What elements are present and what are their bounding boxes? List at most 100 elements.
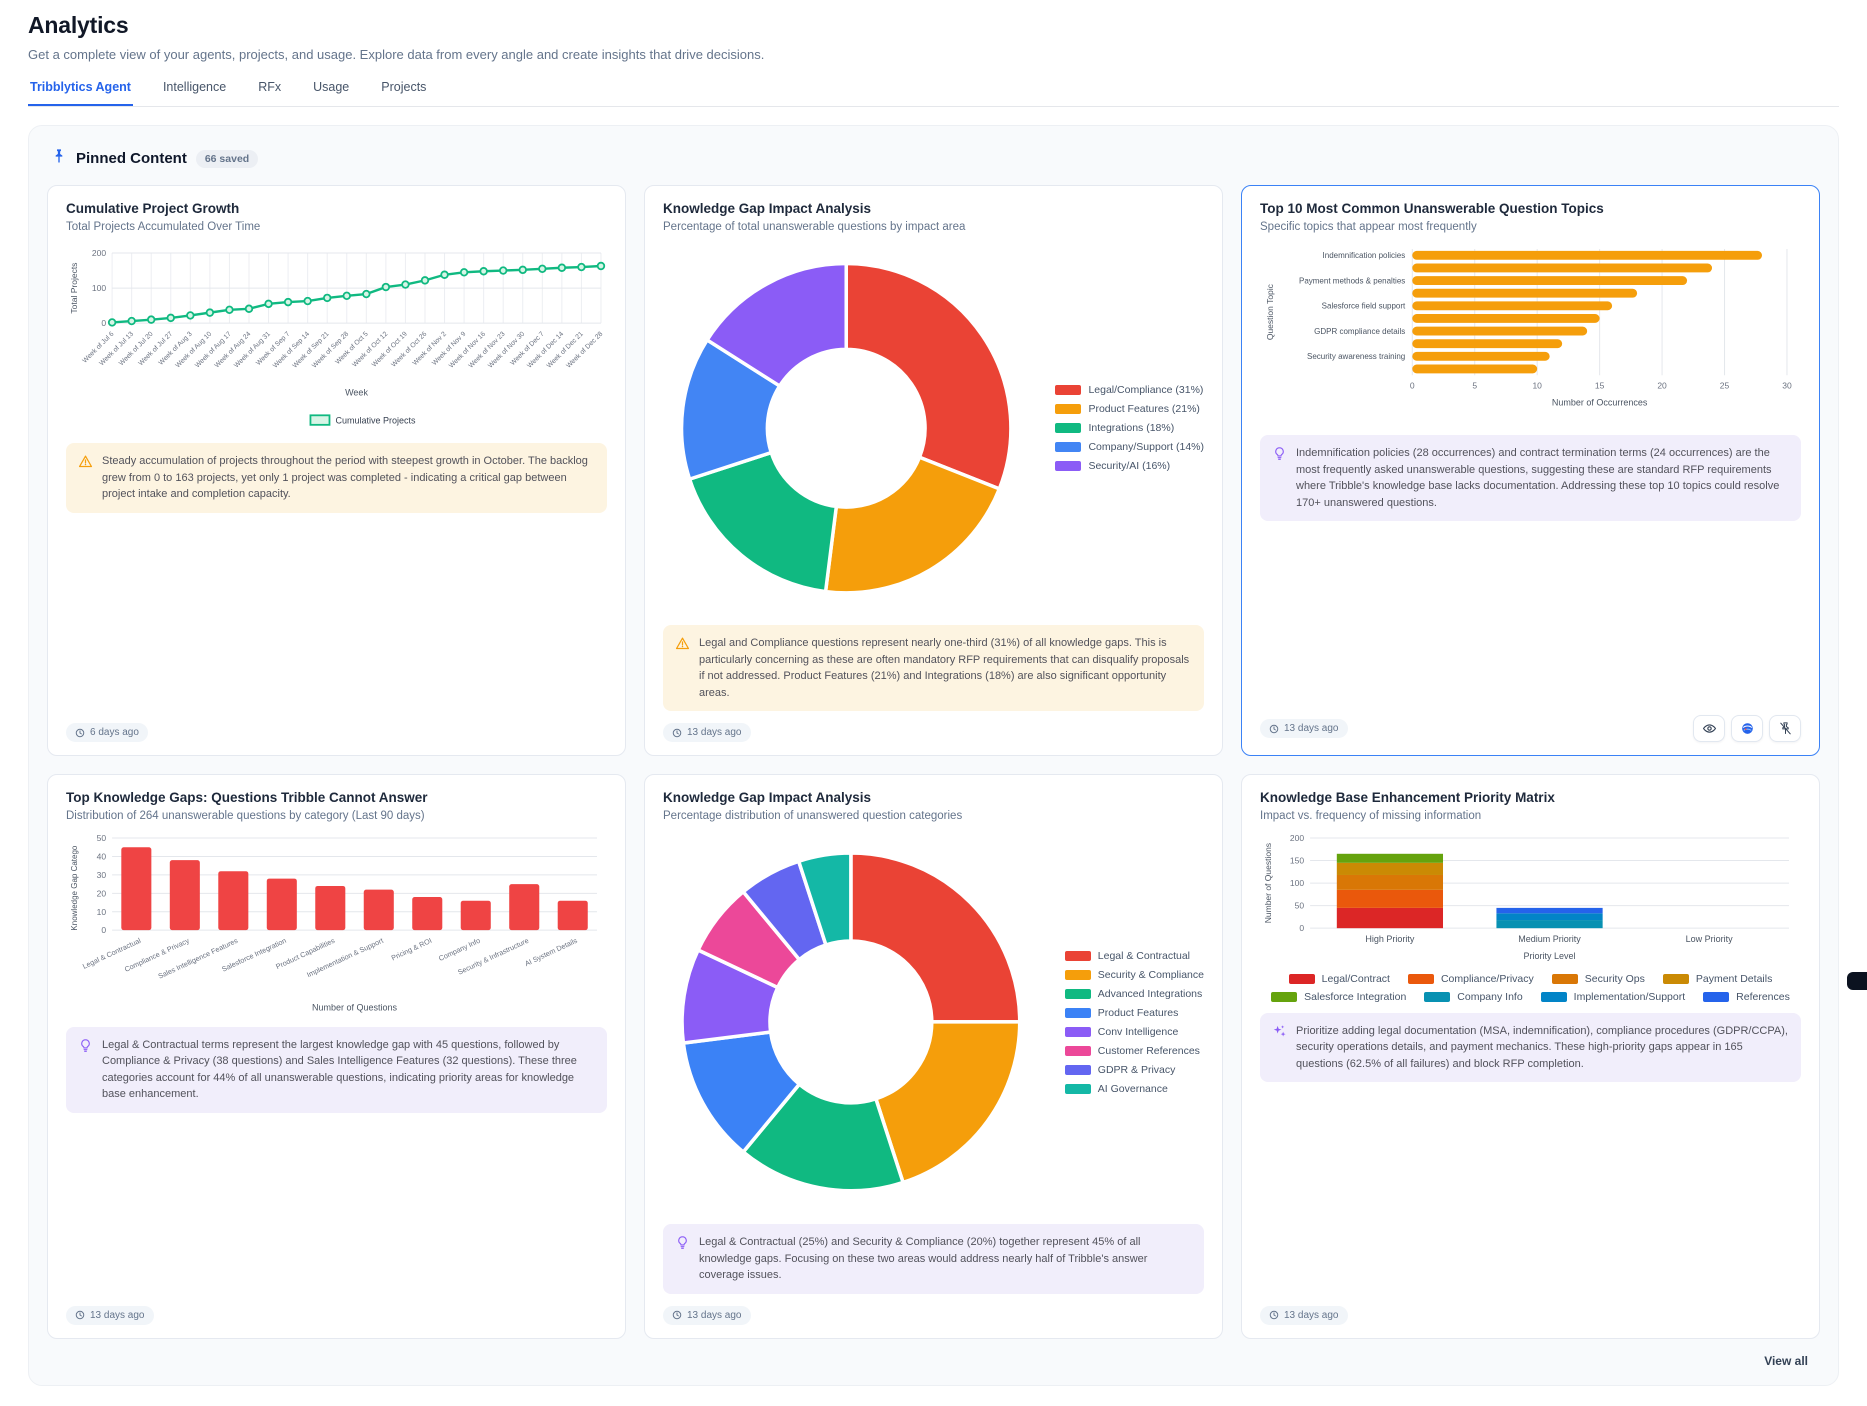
card-knowledge-gap-impact-2[interactable]: Knowledge Gap Impact Analysis Percentage… <box>644 774 1223 1338</box>
card-subtitle: Percentage of total unanswerable questio… <box>663 221 1204 233</box>
pin-icon <box>51 148 67 169</box>
svg-text:0: 0 <box>101 926 106 936</box>
card-subtitle: Percentage distribution of unanswered qu… <box>663 810 1204 822</box>
svg-text:Sales Intelligence Features: Sales Intelligence Features <box>157 936 240 981</box>
card-top-knowledge-gaps[interactable]: Top Knowledge Gaps: Questions Tribble Ca… <box>47 774 626 1338</box>
svg-text:Salesforce field support: Salesforce field support <box>1322 302 1406 311</box>
card-footer: 13 days ago <box>66 1294 607 1325</box>
card-title: Cumulative Project Growth <box>66 201 607 216</box>
svg-text:50: 50 <box>1295 901 1305 911</box>
svg-text:0: 0 <box>101 318 106 328</box>
svg-text:200: 200 <box>92 248 106 258</box>
svg-text:Week: Week <box>345 387 368 397</box>
card-title: Knowledge Gap Impact Analysis <box>663 201 1204 216</box>
svg-text:Priority Level: Priority Level <box>1524 952 1576 962</box>
insight-text: Prioritize adding legal documentation (M… <box>1296 1023 1789 1073</box>
svg-text:Week of Dec 28: Week of Dec 28 <box>565 330 604 369</box>
svg-text:0: 0 <box>1299 924 1304 934</box>
svg-text:30: 30 <box>97 870 107 880</box>
lightbulb-icon <box>1272 446 1287 511</box>
timestamp-pill: 13 days ago <box>1260 719 1348 738</box>
timestamp-pill: 13 days ago <box>663 1306 751 1325</box>
clock-icon <box>75 1310 85 1320</box>
svg-text:Cumulative Projects: Cumulative Projects <box>335 415 416 425</box>
tab-rfx[interactable]: RFx <box>256 80 283 106</box>
insight-box: Indemnification policies (28 occurrences… <box>1260 435 1801 521</box>
insight-text: Legal & Contractual terms represent the … <box>102 1037 595 1103</box>
pinned-content-panel: Pinned Content 66 saved Cumulative Proje… <box>28 125 1839 1386</box>
svg-text:Number of Questions: Number of Questions <box>1263 843 1273 923</box>
svg-text:0: 0 <box>1410 380 1415 390</box>
svg-text:25: 25 <box>1720 380 1730 390</box>
svg-text:200: 200 <box>1290 833 1304 843</box>
tab-bar: Tribblytics Agent Intelligence RFx Usage… <box>28 80 1839 107</box>
pinned-content-title: Pinned Content <box>76 150 187 167</box>
svg-text:100: 100 <box>1290 879 1304 889</box>
clock-icon <box>672 1310 682 1320</box>
svg-text:Indemnification policies: Indemnification policies <box>1323 251 1406 260</box>
card-knowledge-gap-impact-1[interactable]: Knowledge Gap Impact Analysis Percentage… <box>644 185 1223 756</box>
warning-icon <box>78 454 93 503</box>
pinned-content-header: Pinned Content 66 saved <box>47 142 1820 185</box>
svg-text:100: 100 <box>92 283 106 293</box>
clock-icon <box>672 728 682 738</box>
insight-box: Prioritize adding legal documentation (M… <box>1260 1013 1801 1083</box>
unpin-button[interactable] <box>1769 715 1801 742</box>
svg-text:Security awareness training: Security awareness training <box>1307 352 1405 361</box>
tab-intelligence[interactable]: Intelligence <box>161 80 228 106</box>
svg-text:Number of Questions: Number of Questions <box>312 1003 398 1013</box>
chart-legend: Legal/Compliance (31%)Product Features (… <box>1055 384 1204 472</box>
tab-tribblytics-agent[interactable]: Tribblytics Agent <box>28 80 133 106</box>
svg-text:15: 15 <box>1595 380 1605 390</box>
insight-box: Steady accumulation of projects througho… <box>66 443 607 513</box>
svg-text:Question Topic: Question Topic <box>1265 283 1275 340</box>
insight-text: Indemnification policies (28 occurrences… <box>1296 445 1789 511</box>
lightbulb-icon <box>675 1235 690 1284</box>
svg-text:High Priority: High Priority <box>1365 935 1415 945</box>
clock-icon <box>1269 1310 1279 1320</box>
tab-projects[interactable]: Projects <box>379 80 428 106</box>
svg-text:Knowledge Gap Catego: Knowledge Gap Catego <box>70 846 79 932</box>
donut-chart: Legal/Compliance (31%)Product Features (… <box>663 241 1204 617</box>
card-title: Knowledge Base Enhancement Priority Matr… <box>1260 790 1801 805</box>
tab-usage[interactable]: Usage <box>311 80 351 106</box>
timestamp-pill: 13 days ago <box>663 723 751 742</box>
svg-text:10: 10 <box>97 907 107 917</box>
card-subtitle: Impact vs. frequency of missing informat… <box>1260 810 1801 822</box>
pinned-cards-grid: Cumulative Project Growth Total Projects… <box>47 185 1820 1339</box>
insight-box: Legal & Contractual terms represent the … <box>66 1027 607 1113</box>
insight-text: Legal & Contractual (25%) and Security &… <box>699 1234 1192 1284</box>
insight-box: Legal and Compliance questions represent… <box>663 625 1204 711</box>
insight-box: Legal & Contractual (25%) and Security &… <box>663 1224 1204 1294</box>
view-button[interactable] <box>1693 715 1725 742</box>
svg-text:30: 30 <box>1782 380 1792 390</box>
card-title: Knowledge Gap Impact Analysis <box>663 790 1204 805</box>
card-top-unanswerable-topics[interactable]: Top 10 Most Common Unanswerable Question… <box>1241 185 1820 756</box>
svg-text:Medium Priority: Medium Priority <box>1518 935 1581 945</box>
view-all-button[interactable]: View all <box>1758 1353 1814 1369</box>
svg-text:Total Projects: Total Projects <box>69 263 79 314</box>
svg-text:5: 5 <box>1472 380 1477 390</box>
card-footer: 13 days ago <box>1260 703 1801 742</box>
page-subtitle: Get a complete view of your agents, proj… <box>28 47 1839 62</box>
timestamp-pill: 6 days ago <box>66 723 148 742</box>
theme-button[interactable] <box>1731 715 1763 742</box>
warning-icon <box>675 636 690 701</box>
clock-icon <box>1269 724 1279 734</box>
card-footer: 13 days ago <box>663 711 1204 742</box>
svg-text:20: 20 <box>97 889 107 899</box>
card-subtitle: Specific topics that appear most frequen… <box>1260 221 1801 233</box>
svg-text:40: 40 <box>97 852 107 862</box>
card-footer: 6 days ago <box>66 711 607 742</box>
unpin-icon <box>1778 721 1793 736</box>
card-cumulative-project-growth[interactable]: Cumulative Project Growth Total Projects… <box>47 185 626 756</box>
svg-text:Pricing & ROI: Pricing & ROI <box>390 936 433 963</box>
lightbulb-icon <box>78 1038 93 1103</box>
card-priority-matrix[interactable]: Knowledge Base Enhancement Priority Matr… <box>1241 774 1820 1338</box>
insight-text: Legal and Compliance questions represent… <box>699 635 1192 701</box>
svg-text:GDPR compliance details: GDPR compliance details <box>1314 327 1405 336</box>
svg-text:150: 150 <box>1290 856 1304 866</box>
clock-icon <box>75 728 85 738</box>
